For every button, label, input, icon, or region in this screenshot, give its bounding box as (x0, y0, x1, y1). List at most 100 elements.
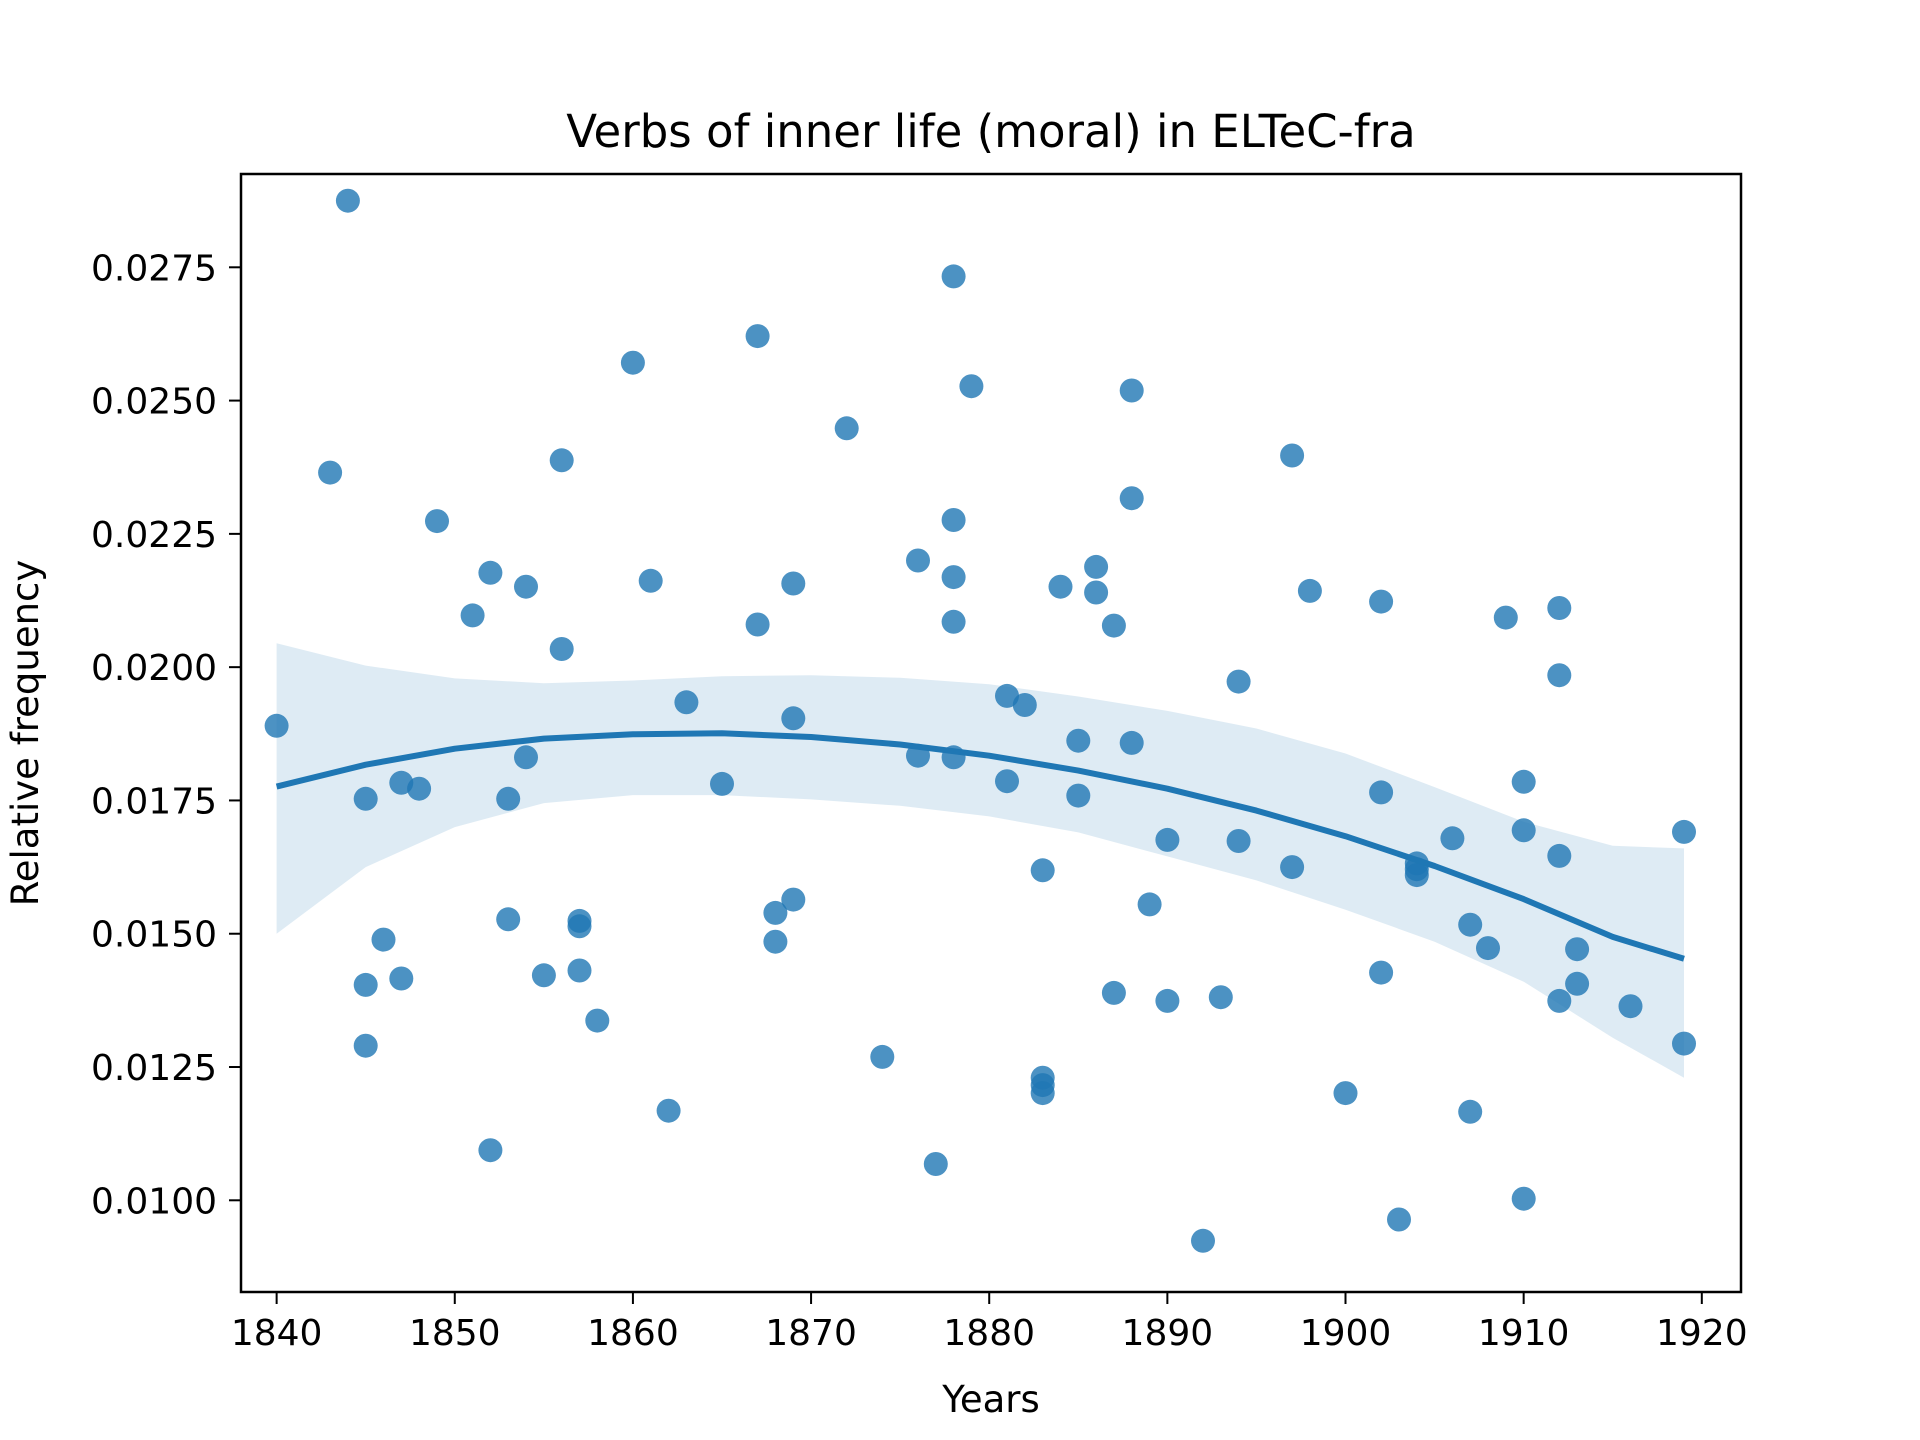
y-axis-title: Relative frequency (4, 560, 47, 907)
data-point (1280, 855, 1305, 880)
data-point (549, 448, 574, 473)
data-point (353, 972, 378, 997)
y-tick-label: 0.0125 (91, 1048, 217, 1089)
data-point (1618, 994, 1643, 1019)
data-point (1119, 486, 1144, 511)
plot-area-frame (239, 172, 1743, 1294)
data-point (834, 416, 859, 441)
data-point (425, 509, 449, 534)
data-point (1369, 960, 1394, 985)
data-point (514, 745, 538, 770)
data-point (1191, 1228, 1215, 1253)
data-point (1511, 769, 1536, 794)
x-tick-label: 1910 (1478, 1313, 1570, 1354)
x-tick-label: 1860 (587, 1313, 679, 1354)
data-point (1048, 574, 1073, 599)
x-tick-label: 1890 (1122, 1313, 1214, 1354)
x-tick-label: 1850 (409, 1313, 501, 1354)
data-point (995, 683, 1019, 708)
data-point (620, 350, 645, 375)
y-axis: 0.0100 0.0125 0.0150 0.0175 0.0200 0.0225 0.02… (91, 248, 241, 1222)
data-point (745, 324, 770, 349)
data-point (389, 966, 414, 991)
data-point (496, 907, 521, 932)
y-tick-label: 0.0250 (91, 382, 217, 423)
x-axis: 1840 1850 1860 1870 1880 1890 1900 1910 1920 (231, 1292, 1748, 1354)
data-point (1084, 554, 1109, 579)
data-point (710, 771, 734, 796)
data-point (1119, 378, 1144, 403)
regression-line (275, 730, 1685, 962)
data-point (1369, 780, 1394, 805)
data-point (353, 786, 378, 811)
data-point (1547, 988, 1572, 1013)
data-point (1458, 1099, 1483, 1124)
y-tick-label: 0.0275 (91, 248, 217, 289)
data-point (959, 374, 984, 399)
data-point (781, 571, 806, 596)
data-point (781, 887, 806, 912)
data-point (1547, 663, 1572, 688)
data-point (1066, 783, 1091, 808)
data-point (1137, 892, 1162, 917)
data-point (585, 1008, 610, 1033)
x-tick-label: 1870 (765, 1313, 857, 1354)
data-point (496, 786, 521, 811)
data-point (371, 927, 396, 952)
y-tick-label: 0.0100 (91, 1181, 217, 1222)
y-tick-label: 0.0150 (91, 915, 217, 956)
data-point (674, 690, 699, 715)
data-point (763, 929, 788, 954)
data-point (1511, 1186, 1536, 1211)
data-point (1030, 858, 1055, 883)
data-point (1333, 1081, 1358, 1106)
data-point (1672, 819, 1696, 844)
data-point (1066, 728, 1091, 753)
data-point (1565, 937, 1590, 962)
data-point (514, 574, 538, 599)
data-point (1547, 596, 1572, 620)
data-point (1226, 829, 1251, 853)
data-point (318, 460, 343, 485)
data-points (264, 188, 1696, 1253)
data-point (1440, 826, 1465, 851)
y-tick-label: 0.0225 (91, 515, 217, 556)
x-axis-title: Years (941, 1378, 1040, 1421)
data-point (1155, 988, 1180, 1013)
data-point (1297, 578, 1322, 603)
data-point (1208, 985, 1233, 1010)
data-point (1511, 818, 1536, 843)
data-point (549, 637, 574, 661)
data-point (567, 914, 592, 939)
data-point (941, 565, 966, 590)
data-point (335, 188, 360, 213)
data-point (941, 264, 966, 289)
data-point (1101, 613, 1126, 638)
data-point (656, 1098, 681, 1123)
data-point (1101, 980, 1126, 1005)
x-tick-label: 1880 (943, 1313, 1035, 1354)
data-point (1012, 693, 1037, 717)
data-point (1084, 580, 1109, 605)
data-point (1672, 1031, 1696, 1056)
data-point (460, 603, 485, 628)
data-point (1387, 1207, 1411, 1232)
data-point (745, 612, 770, 637)
x-tick-label: 1920 (1656, 1313, 1748, 1354)
data-point (1565, 971, 1590, 996)
confidence-band (276, 643, 1685, 1078)
data-point (1547, 843, 1572, 868)
data-point (1119, 730, 1144, 755)
data-point (1369, 589, 1394, 614)
data-point (407, 776, 432, 801)
data-point (353, 1033, 378, 1058)
data-point (941, 508, 966, 532)
x-tick-label: 1840 (231, 1313, 323, 1354)
data-point (1030, 1081, 1055, 1106)
data-point (1404, 863, 1429, 888)
data-point (870, 1044, 895, 1069)
data-point (1458, 912, 1483, 937)
x-tick-label: 1900 (1300, 1313, 1392, 1354)
